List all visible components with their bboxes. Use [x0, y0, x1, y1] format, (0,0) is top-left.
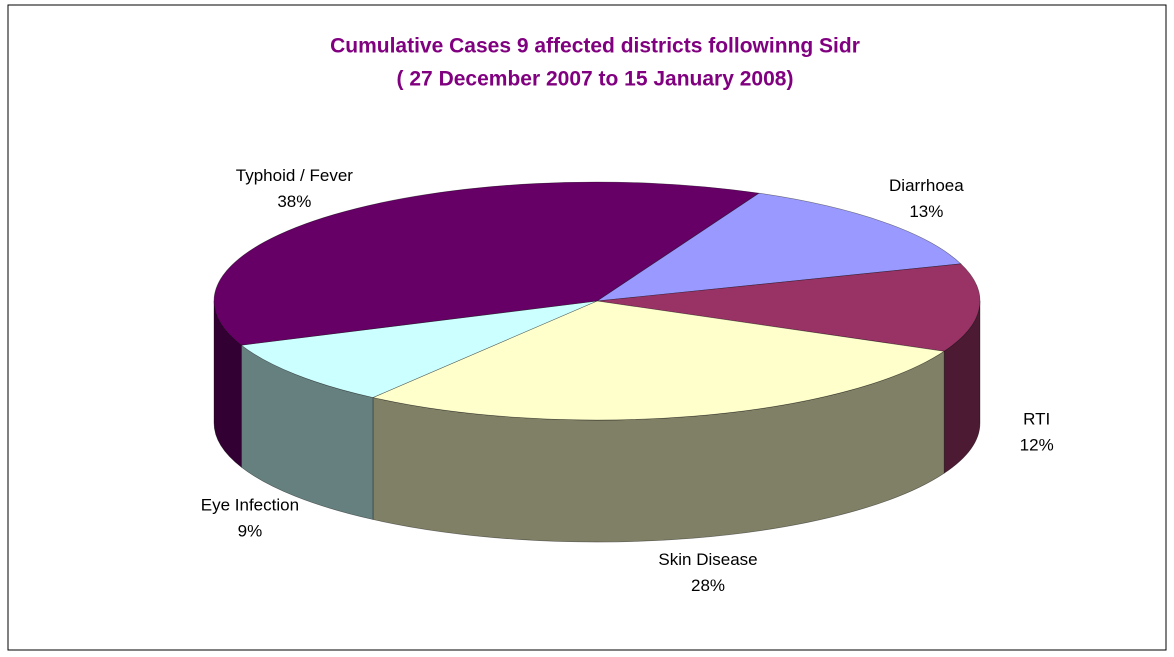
pie-slice — [213, 181, 760, 346]
slice-value-label: 9% — [238, 522, 263, 541]
slice-label: Diarrhoea — [889, 176, 964, 195]
slice-label: Eye Infection — [201, 496, 299, 515]
chart-subtitle: ( 27 December 2007 to 15 January 2008) — [397, 68, 794, 91]
slice-value-label: 12% — [1020, 436, 1054, 455]
slice-value-label: 38% — [277, 192, 311, 211]
pie-slice — [596, 192, 962, 302]
chart-title: Cumulative Cases 9 affected districts fo… — [330, 35, 860, 58]
slice-label: Typhoid / Fever — [236, 166, 354, 185]
pie-slice — [596, 263, 981, 352]
pie-slice — [240, 300, 598, 398]
slice-value-label: 13% — [909, 202, 943, 221]
slice-label: RTI — [1023, 410, 1050, 429]
slice-label: Skin Disease — [658, 550, 757, 569]
pie-slice — [371, 300, 945, 421]
slice-value-label: 28% — [691, 576, 725, 595]
